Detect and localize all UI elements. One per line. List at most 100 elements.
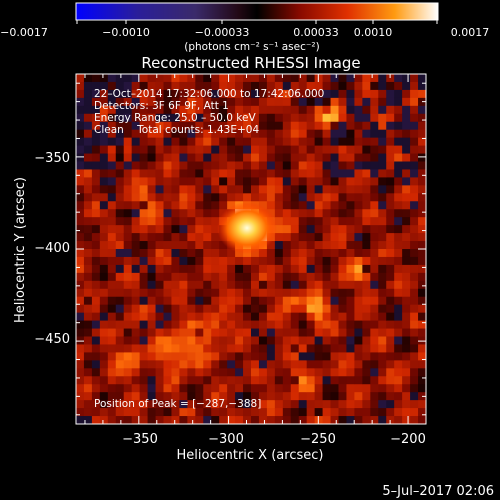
image-pixel	[266, 304, 276, 314]
image-pixel	[163, 280, 172, 290]
image-pixel	[251, 280, 260, 290]
image-pixel	[195, 408, 204, 417]
image-pixel	[163, 264, 172, 274]
image-pixel	[322, 376, 331, 385]
image-pixel	[123, 296, 133, 306]
image-pixel	[83, 241, 93, 250]
image-pixel	[187, 360, 196, 369]
image-pixel	[386, 113, 395, 123]
image-pixel	[76, 145, 85, 154]
image-pixel	[354, 360, 363, 369]
image-pixel	[131, 241, 141, 250]
image-pixel	[91, 89, 101, 99]
image-pixel	[179, 384, 188, 393]
image-pixel	[314, 304, 323, 314]
image-pixel	[386, 304, 395, 314]
image-pixel	[346, 201, 355, 210]
image-pixel	[266, 121, 276, 131]
image-pixel	[163, 304, 172, 314]
image-pixel	[402, 400, 411, 409]
image-pixel	[91, 105, 101, 115]
image-pixel	[76, 113, 85, 123]
image-pixel	[370, 201, 379, 210]
image-pixel	[243, 280, 252, 290]
image-pixel	[171, 89, 180, 99]
image-pixel	[203, 360, 212, 369]
image-pixel	[235, 177, 244, 186]
image-pixel	[266, 137, 276, 146]
image-pixel	[123, 328, 133, 337]
image-pixel	[394, 161, 403, 170]
image-pixel	[91, 113, 101, 123]
image-pixel	[107, 352, 117, 361]
image-pixel	[107, 272, 117, 282]
image-pixel	[362, 296, 371, 306]
image-pixel	[354, 129, 363, 139]
image-pixel	[195, 209, 204, 218]
image-pixel	[139, 105, 148, 115]
image-pixel	[171, 233, 180, 242]
image-pixel	[394, 376, 403, 385]
image-pixel	[258, 344, 268, 353]
image-pixel	[115, 296, 125, 306]
image-pixel	[306, 256, 316, 266]
image-pixel	[346, 89, 355, 99]
image-pixel	[83, 233, 93, 242]
image-pixel	[402, 161, 411, 170]
image-pixel	[378, 264, 387, 274]
image-pixel	[76, 153, 85, 162]
image-pixel	[330, 304, 339, 314]
image-pixel	[298, 280, 308, 290]
image-pixel	[298, 121, 308, 131]
image-pixel	[282, 336, 292, 345]
image-pixel	[155, 105, 164, 115]
image-pixel	[163, 97, 172, 107]
image-pixel	[251, 145, 260, 154]
image-pixel	[306, 288, 316, 298]
image-pixel	[354, 177, 363, 186]
image-pixel	[266, 320, 276, 329]
image-pixel	[306, 392, 316, 401]
image-pixel	[290, 328, 300, 337]
image-pixel	[76, 264, 85, 274]
image-pixel	[418, 368, 426, 377]
image-pixel	[306, 185, 316, 194]
image-pixel	[91, 225, 101, 234]
image-pixel	[171, 272, 180, 282]
image-pixel	[394, 217, 403, 226]
image-pixel	[171, 153, 180, 162]
image-pixel	[219, 161, 228, 170]
image-pixel	[346, 256, 355, 266]
image-pixel	[83, 360, 93, 369]
image-pixel	[139, 113, 148, 123]
image-pixel	[386, 74, 395, 83]
image-pixel	[179, 113, 188, 123]
image-pixel	[338, 344, 347, 353]
image-pixel	[147, 368, 156, 377]
image-pixel	[227, 137, 236, 146]
image-pixel	[282, 384, 292, 393]
image-pixel	[91, 280, 101, 290]
footer-date: 5–Jul–2017 02:06	[382, 484, 494, 499]
image-pixel	[362, 137, 371, 146]
image-pixel	[322, 264, 331, 274]
image-pixel	[219, 304, 228, 314]
image-pixel	[211, 296, 220, 306]
image-pixel	[187, 113, 196, 123]
image-pixel	[330, 113, 339, 123]
image-pixel	[163, 288, 172, 298]
image-pixel	[163, 320, 172, 329]
image-pixel	[115, 328, 125, 337]
image-pixel	[290, 296, 300, 306]
image-pixel	[251, 352, 260, 361]
image-pixel	[211, 408, 220, 417]
colorbar-unit-label: (photons cm⁻² s⁻¹ asec⁻²)	[184, 41, 319, 53]
image-pixel	[410, 352, 419, 361]
image-pixel	[346, 209, 355, 218]
image-pixel	[115, 320, 125, 329]
image-pixel	[147, 249, 156, 258]
image-pixel	[107, 408, 117, 417]
image-pixel	[131, 384, 141, 393]
image-pixel	[402, 296, 411, 306]
image-pixel	[219, 272, 228, 282]
